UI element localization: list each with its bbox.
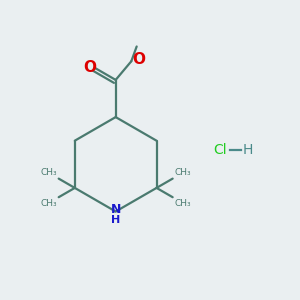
Text: O: O [133,52,146,67]
Text: H: H [111,214,120,224]
Text: CH₃: CH₃ [40,199,57,208]
Text: N: N [110,203,121,216]
Text: Cl: Cl [213,143,226,157]
Text: CH₃: CH₃ [40,168,57,177]
Text: CH₃: CH₃ [174,168,191,177]
Text: H: H [243,143,254,157]
Text: CH₃: CH₃ [174,199,191,208]
Text: O: O [83,60,96,75]
